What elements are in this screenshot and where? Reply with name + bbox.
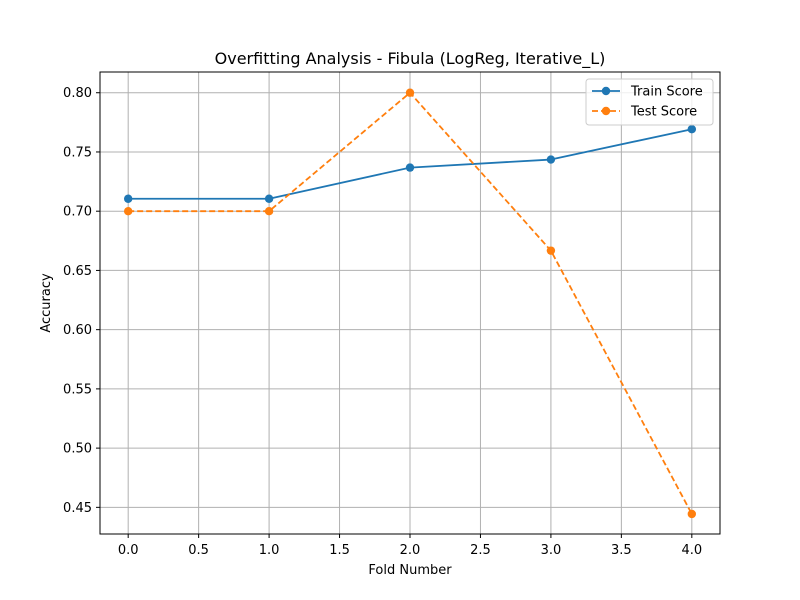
legend-train-score-label: Train Score [630, 85, 703, 100]
train-score-point [264, 194, 274, 203]
test-score-point [687, 509, 697, 519]
x-tick-label: 2.5 [470, 543, 491, 558]
y-tick-label: 0.80 [63, 86, 92, 101]
y-tick-label: 0.70 [63, 205, 92, 220]
y-axis-label: Accuracy [39, 273, 54, 333]
y-axis: 0.45 0.50 0.55 0.60 0.65 0.70 0.75 0.80 [63, 86, 100, 516]
x-axis-label: Fold Number [368, 563, 452, 578]
chart-title: Overfitting Analysis - Fibula (LogReg, I… [215, 49, 606, 69]
x-tick-label: 4.0 [681, 543, 702, 558]
x-tick-label: 0.5 [188, 543, 209, 558]
legend-test-score-label: Test Score [630, 105, 697, 120]
train-score-point [687, 125, 697, 134]
test-score-point [123, 206, 133, 216]
legend-train-score-marker [601, 86, 611, 96]
x-tick-label: 1.0 [259, 543, 280, 558]
x-tick-label: 2.0 [400, 543, 421, 558]
legend: Train Score Test Score [585, 78, 714, 126]
train-score-point [546, 155, 556, 164]
x-tick-label: 0.0 [118, 543, 139, 558]
train-score-point [123, 194, 133, 203]
y-tick-label: 0.65 [63, 264, 92, 279]
legend-test-score-marker [601, 106, 611, 116]
x-tick-label: 3.5 [611, 543, 632, 558]
y-tick-label: 0.75 [63, 145, 92, 160]
grid [100, 72, 720, 534]
series-layer [123, 88, 697, 519]
y-tick-label: 0.50 [63, 442, 92, 457]
x-tick-label: 3.0 [541, 543, 562, 558]
test-score-point [546, 246, 556, 255]
y-tick-label: 0.60 [63, 323, 92, 338]
y-tick-label: 0.45 [63, 501, 92, 516]
test-score-point [405, 88, 415, 97]
y-tick-label: 0.55 [63, 382, 92, 397]
test-score-point [264, 206, 274, 216]
train-score-point [405, 163, 415, 172]
x-tick-label: 1.5 [329, 543, 350, 558]
x-axis: 0.0 0.5 1.0 1.5 2.0 2.5 3.0 3.5 4.0 [118, 534, 702, 558]
